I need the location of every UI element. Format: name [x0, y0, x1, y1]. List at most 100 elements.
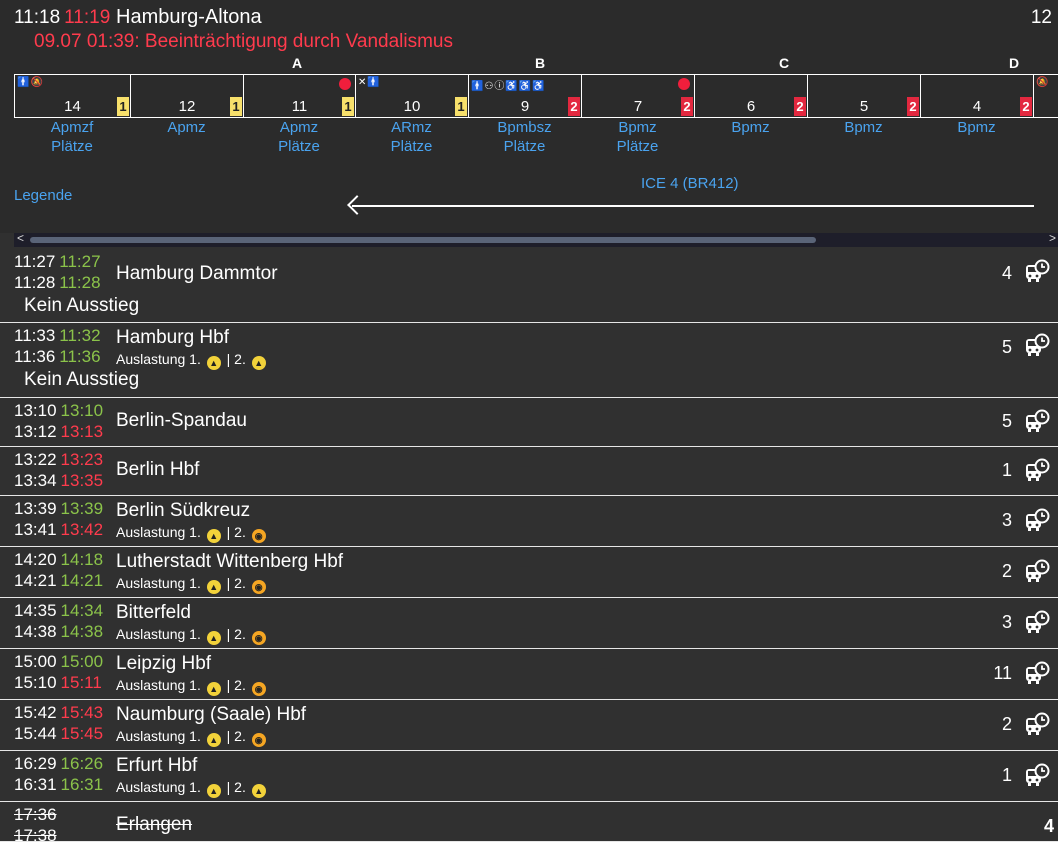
scroll-right-icon[interactable]: >	[1048, 231, 1056, 245]
actual-arrival: 16:26	[60, 754, 104, 773]
occupancy-first-class-icon: ▲	[206, 356, 221, 370]
actual-departure: 13:35	[60, 471, 104, 490]
platform-number: 4	[1043, 816, 1054, 836]
connections-bus-icon[interactable]	[1024, 763, 1050, 789]
class-badge: 1	[342, 97, 354, 116]
scheduled-arrival: 13:10	[14, 401, 57, 420]
wagon-type[interactable]: Apmzf Plätze	[50, 119, 94, 155]
wagon[interactable]: 4 2	[921, 75, 1034, 117]
legend-link[interactable]: Legende	[14, 187, 73, 204]
stop-row[interactable]: 17:36 17:38 Erlangen 4	[0, 802, 1058, 842]
station-name[interactable]: Hamburg Dammtor	[116, 263, 278, 284]
stop-row[interactable]: 13:10 13:10 13:12 13:13 Berlin-Spandau 5	[0, 398, 1058, 447]
station-name[interactable]: Hamburg Hbf	[116, 327, 229, 348]
occupancy-second-class-icon: ◉	[251, 529, 266, 543]
wagon[interactable]: 5 2	[808, 75, 921, 117]
wagon-number: 14	[64, 98, 81, 115]
wagon-number: 11	[291, 98, 308, 115]
wagon[interactable]: 11 1	[244, 75, 356, 117]
departure-time: 15:44 15:45	[14, 724, 103, 744]
station-name[interactable]: Berlin Hbf	[116, 459, 200, 480]
connections-bus-icon[interactable]	[1024, 259, 1050, 285]
station-name[interactable]: Leipzig Hbf	[116, 653, 212, 674]
connections-bus-icon[interactable]	[1024, 661, 1050, 687]
wagon[interactable]: 🚹🔕 14 1	[15, 75, 131, 117]
departure-time: 14:21 14:21	[14, 571, 103, 591]
stop-row[interactable]: 11:33 11:32 11:36 11:36 Hamburg Hbf Auslastun…	[0, 323, 1058, 398]
departure-time: 13:12 13:13	[14, 422, 103, 442]
station-name[interactable]: Erfurt Hbf	[116, 755, 198, 776]
wagon-icons: ✕🚹	[358, 77, 381, 88]
occupancy: Auslastung 1. ▲ | 2. ▲	[116, 351, 268, 370]
connections-bus-icon[interactable]	[1024, 712, 1050, 738]
station-name[interactable]: Erlangen	[116, 814, 193, 835]
platform-number: 11	[993, 663, 1012, 683]
stop-row[interactable]: 11:27 11:27 11:28 11:28 Hamburg Dammtor Kein …	[0, 249, 1058, 323]
wagon-type[interactable]: Apmz	[167, 119, 206, 136]
actual-arrival: 15:43	[60, 703, 104, 722]
platform-number: 1	[1001, 765, 1012, 785]
scheduled-departure: 13:12	[14, 422, 57, 441]
stop-row[interactable]: 16:29 16:26 16:31 16:31 Erfurt Hbf Auslastung…	[0, 751, 1058, 802]
train-type-link[interactable]: ICE 4 (BR412)	[641, 175, 739, 192]
occupancy-second-class-icon: ▲	[251, 356, 266, 370]
wagon-type[interactable]: Apmz Plätze	[278, 119, 320, 155]
actual-departure: 11:36	[59, 347, 101, 366]
scroll-thumb[interactable]	[30, 237, 816, 243]
actual-departure: 15:45	[60, 724, 104, 743]
actual-departure: 13:42	[60, 520, 104, 539]
stop-row[interactable]: 13:22 13:23 13:34 13:35 Berlin Hbf 1	[0, 447, 1058, 496]
connections-bus-icon[interactable]	[1024, 333, 1050, 359]
stop-row[interactable]: 14:20 14:18 14:21 14:21 Lutherstadt Wittenbe…	[0, 547, 1058, 598]
station-name[interactable]: Naumburg (Saale) Hbf	[116, 704, 307, 725]
station-name[interactable]: Berlin Südkreuz	[116, 500, 251, 521]
station-name[interactable]: Berlin-Spandau	[116, 410, 247, 431]
wagon-type[interactable]: ARmz Plätze	[390, 119, 433, 155]
arrival-time: 15:42 15:43	[14, 703, 103, 723]
wagon[interactable]: 🔕	[1034, 75, 1058, 117]
platform-number: 3	[1001, 510, 1012, 530]
wagon-type[interactable]: Bpmz	[957, 119, 996, 136]
wagon-type[interactable]: Bpmz	[731, 119, 770, 136]
actual-arrival: 13:39	[60, 499, 104, 518]
scheduled-departure: 11:36	[14, 347, 56, 366]
stop-row[interactable]: 15:42 15:43 15:44 15:45 Naumburg (Saale) Hbf…	[0, 700, 1058, 751]
actual-arrival: 14:34	[60, 601, 104, 620]
scroll-left-icon[interactable]: <	[17, 231, 25, 245]
wagon-type[interactable]: Bpmz Plätze	[616, 119, 659, 155]
stop-row[interactable]: 13:39 13:39 13:41 13:42 Berlin Südkreuz Ausla…	[0, 496, 1058, 547]
connections-bus-icon[interactable]	[1024, 458, 1050, 484]
wagon-type[interactable]: Bpmz	[844, 119, 883, 136]
class-badge: 2	[1020, 97, 1032, 116]
occupancy: Auslastung 1. ▲ | 2. ◉	[116, 524, 268, 543]
actual-departure: 15:11	[60, 673, 102, 692]
horizontal-scrollbar[interactable]: < >	[14, 231, 1058, 247]
section-label: D	[1009, 55, 1020, 71]
station-name[interactable]: Lutherstadt Wittenberg Hbf	[116, 551, 344, 572]
stop-row[interactable]: 15:00 15:00 15:10 15:11 Leipzig Hbf Auslastun…	[0, 649, 1058, 700]
departure-time: 14:38 14:38	[14, 622, 103, 642]
wagon-number: 4	[972, 98, 982, 115]
wagon[interactable]: ✕🚹 10 1	[356, 75, 469, 117]
wagon[interactable]: 12 1	[131, 75, 244, 117]
wagon[interactable]: 7 2	[582, 75, 695, 117]
connections-bus-icon[interactable]	[1024, 610, 1050, 636]
wagon[interactable]: 🚹⚇ⓘ♿♿♿ 9 2	[469, 75, 582, 117]
connections-bus-icon[interactable]	[1024, 508, 1050, 534]
scheduled-arrival: 15:42	[14, 703, 57, 722]
wagon-number: 7	[633, 98, 643, 115]
wagon[interactable]: 6 2	[695, 75, 808, 117]
station-name[interactable]: Bitterfeld	[116, 602, 191, 623]
stop-row[interactable]: 14:35 14:34 14:38 14:38 Bitterfeld Auslastung…	[0, 598, 1058, 649]
origin-station[interactable]: Hamburg-Altona	[116, 6, 262, 28]
wagon-icons: 🚹🔕	[17, 77, 44, 88]
actual-arrival: 11:27	[59, 252, 101, 271]
actual-departure: 14:21	[60, 571, 104, 590]
connections-bus-icon[interactable]	[1024, 559, 1050, 585]
connections-bus-icon[interactable]	[1024, 409, 1050, 435]
departure-time: 13:41 13:42	[14, 520, 103, 540]
wagon-type[interactable]: Bpmbsz Plätze	[497, 119, 552, 155]
occupancy-first-class-icon: ▲	[206, 682, 221, 696]
disruption-message[interactable]: 09.07 01:39: Beeinträchtigung durch Vand…	[34, 31, 453, 52]
platform-number: 5	[1001, 337, 1012, 357]
